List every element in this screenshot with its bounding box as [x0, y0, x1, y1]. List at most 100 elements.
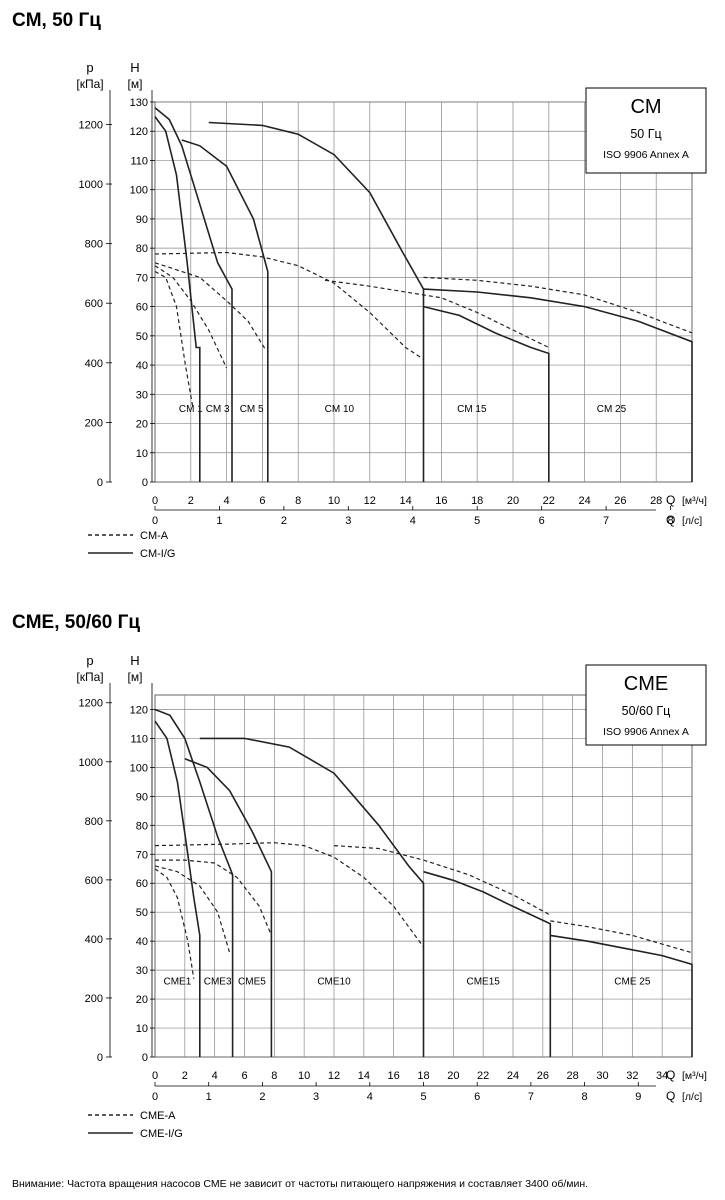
q-tick-label: 22 — [543, 495, 555, 507]
ls-tick-label: 0 — [152, 515, 158, 527]
series-curve — [423, 276, 693, 334]
q-tick-label: 16 — [435, 495, 447, 507]
q-tick-label: 4 — [212, 1070, 218, 1082]
series-curve — [154, 251, 424, 360]
q-tick-label: 16 — [388, 1070, 400, 1082]
h-tick-label: 30 — [136, 965, 148, 977]
series-curve — [154, 116, 201, 482]
series-curve — [184, 757, 273, 1057]
ls-tick-label: 1 — [206, 1091, 212, 1103]
model-label: CM 10 — [325, 404, 355, 415]
h-tick-label: 70 — [136, 849, 148, 861]
q-tick-label: 26 — [537, 1070, 549, 1082]
h-tick-label: 130 — [130, 97, 148, 109]
p-tick-label: 0 — [97, 1052, 103, 1064]
q-tick-label: 8 — [271, 1070, 277, 1082]
p-tick-label: 200 — [85, 993, 103, 1005]
h-tick-label: 20 — [136, 994, 148, 1006]
ls-axis-unit: [л/с] — [682, 515, 702, 527]
series-curve — [199, 737, 425, 1057]
series-curve — [423, 288, 693, 482]
h-tick-label: 40 — [136, 360, 148, 372]
ls-tick-label: 2 — [281, 515, 287, 527]
h-axis-title: H — [130, 653, 139, 668]
p-axis-title: p — [86, 60, 93, 75]
p-tick-label: 1000 — [79, 757, 103, 769]
h-tick-label: 60 — [136, 878, 148, 890]
model-label: CM 3 — [206, 404, 230, 415]
q-tick-label: 2 — [188, 495, 194, 507]
series-curve — [155, 859, 272, 936]
ls-axis-unit: [л/с] — [682, 1091, 702, 1103]
q-tick-label: 30 — [596, 1070, 608, 1082]
q-tick-label: 14 — [399, 495, 411, 507]
h-tick-label: 100 — [130, 185, 148, 197]
h-tick-label: 80 — [136, 243, 148, 255]
series-curve — [181, 139, 269, 482]
h-tick-label: 110 — [130, 733, 148, 745]
h-axis-unit: [м] — [128, 670, 143, 684]
series-curve — [154, 270, 194, 407]
ls-tick-label: 8 — [582, 1091, 588, 1103]
legend-label: CM-A — [140, 530, 169, 542]
q-tick-label: 20 — [507, 495, 519, 507]
q-tick-label: 12 — [328, 1070, 340, 1082]
series-curve — [324, 279, 550, 349]
q-tick-label: 24 — [507, 1070, 519, 1082]
series-curve — [423, 305, 550, 482]
ls-tick-label: 2 — [259, 1091, 265, 1103]
series-curve — [154, 708, 234, 1057]
ls-tick-label: 6 — [539, 515, 545, 527]
p-tick-label: 800 — [85, 816, 103, 828]
q-axis-unit: [м³/ч] — [682, 1070, 707, 1082]
ls-tick-label: 6 — [474, 1091, 480, 1103]
h-tick-label: 50 — [136, 331, 148, 343]
q-tick-label: 4 — [224, 495, 230, 507]
p-axis-unit: [кПа] — [76, 77, 103, 91]
q-tick-label: 8 — [295, 495, 301, 507]
model-label: CME1 — [163, 977, 191, 988]
h-tick-label: 30 — [136, 389, 148, 401]
legend-label: CME-A — [140, 1110, 176, 1122]
q-tick-label: 34 — [656, 1070, 668, 1082]
h-tick-label: 120 — [130, 704, 148, 716]
q-tick-label: 6 — [259, 495, 265, 507]
info-box-frequency: 50 Гц — [630, 127, 661, 141]
model-label: CME15 — [466, 977, 500, 988]
q-tick-label: 2 — [182, 1070, 188, 1082]
cm-chart: 0102030405060708090100110120130020040060… — [76, 60, 707, 560]
ls-tick-label: 9 — [635, 1091, 641, 1103]
series-curve — [154, 265, 228, 369]
ls-axis-title: Q — [666, 513, 675, 527]
h-tick-label: 80 — [136, 820, 148, 832]
ls-axis-title: Q — [666, 1089, 675, 1103]
model-label: CM 25 — [597, 404, 627, 415]
p-tick-label: 600 — [85, 875, 103, 887]
q-tick-label: 22 — [477, 1070, 489, 1082]
model-label: CM 1 — [179, 404, 203, 415]
h-tick-label: 60 — [136, 302, 148, 314]
model-label: CME3 — [204, 977, 232, 988]
model-label: CME 25 — [614, 977, 651, 988]
footnote: Внимание: Частота вращения насосов CME н… — [12, 1178, 589, 1190]
h-tick-label: 40 — [136, 936, 148, 948]
p-tick-label: 400 — [85, 358, 103, 370]
ls-tick-label: 7 — [603, 515, 609, 527]
cme-chart: 0102030405060708090100110120020040060080… — [76, 653, 707, 1140]
info-box — [585, 664, 707, 746]
q-axis-unit: [м³/ч] — [682, 495, 707, 507]
p-tick-label: 600 — [85, 298, 103, 310]
h-tick-label: 110 — [130, 155, 148, 167]
ls-tick-label: 5 — [474, 515, 480, 527]
info-box-title: CME — [624, 673, 668, 695]
series-curve — [333, 845, 551, 916]
h-tick-label: 0 — [142, 477, 148, 489]
p-axis-unit: [кПа] — [76, 670, 103, 684]
legend-label: CME-I/G — [140, 1128, 183, 1140]
h-tick-label: 10 — [136, 448, 148, 460]
info-box-standard: ISO 9906 Annex A — [603, 726, 689, 738]
ls-tick-label: 3 — [345, 515, 351, 527]
info-box — [585, 87, 707, 174]
h-tick-label: 100 — [130, 762, 148, 774]
ls-tick-label: 0 — [152, 1091, 158, 1103]
